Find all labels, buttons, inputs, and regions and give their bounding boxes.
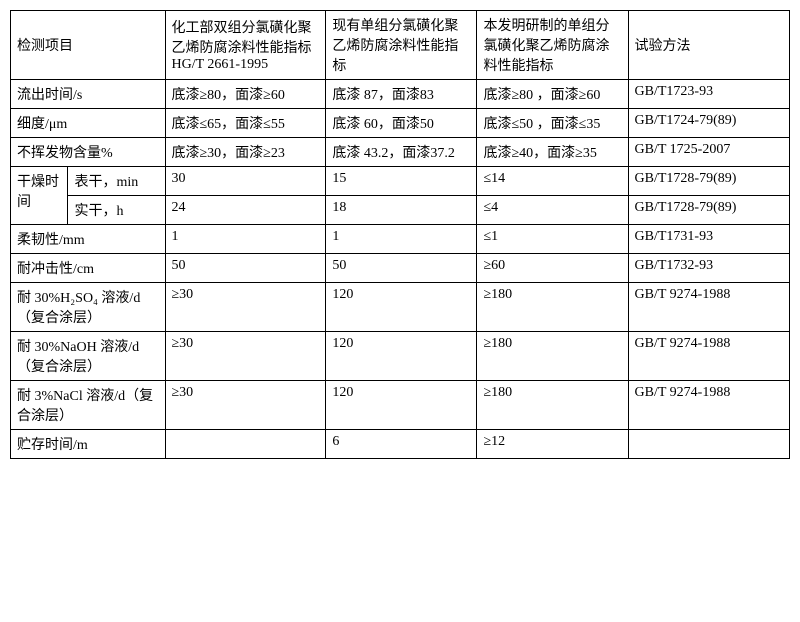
cell-method: GB/T1728-79(89) (628, 196, 789, 225)
cell-value: 底漆≥30，面漆≥23 (165, 138, 326, 167)
cell-hard-dry: 实干，h (68, 196, 165, 225)
cell-value: 底漆≤50 ，面漆≤35 (477, 109, 628, 138)
cell-method: GB/T1732-93 (628, 254, 789, 283)
cell-method: GB/T1728-79(89) (628, 167, 789, 196)
cell-method: GB/T 9274-1988 (628, 283, 789, 332)
table-row: 贮存时间/m 6 ≥12 (11, 430, 790, 459)
cell-value: 24 (165, 196, 326, 225)
cell-value: 底漆≤65，面漆≤55 (165, 109, 326, 138)
cell-surface-dry: 表干，min (68, 167, 165, 196)
cell-method: GB/T1724-79(89) (628, 109, 789, 138)
cell-value: ≥180 (477, 332, 628, 381)
cell-value: 1 (326, 225, 477, 254)
cell-method: GB/T 9274-1988 (628, 332, 789, 381)
cell-value: ≥30 (165, 283, 326, 332)
cell-value: 底漆 43.2，面漆37.2 (326, 138, 477, 167)
properties-table: 检测项目 化工部双组分氯磺化聚乙烯防腐涂料性能指标 HG/T 2661-1995… (10, 10, 790, 459)
cell-value: 底漆≥80 ，面漆≥60 (477, 80, 628, 109)
cell-item: 耐 3%NaCl 溶液/d（复合涂层） (11, 381, 166, 430)
table-row: 实干，h 24 18 ≤4 GB/T1728-79(89) (11, 196, 790, 225)
cell-value: ≥60 (477, 254, 628, 283)
cell-value: 底漆≥80，面漆≥60 (165, 80, 326, 109)
header-item: 检测项目 (11, 11, 166, 80)
cell-value: ≥180 (477, 381, 628, 430)
cell-value: 底漆 87，面漆83 (326, 80, 477, 109)
cell-value: ≤4 (477, 196, 628, 225)
cell-item: 耐 30%H₂SO₄ 溶液/d（复合涂层） (11, 283, 166, 332)
cell-value: 1 (165, 225, 326, 254)
cell-value: 120 (326, 381, 477, 430)
cell-value: 18 (326, 196, 477, 225)
header-standard-hgt: 化工部双组分氯磺化聚乙烯防腐涂料性能指标 HG/T 2661-1995 (165, 11, 326, 80)
table-row: 干燥时间 表干，min 30 15 ≤14 GB/T1728-79(89) (11, 167, 790, 196)
cell-method (628, 430, 789, 459)
table-row: 流出时间/s 底漆≥80，面漆≥60 底漆 87，面漆83 底漆≥80 ，面漆≥… (11, 80, 790, 109)
cell-value: ≥30 (165, 381, 326, 430)
cell-value: ≥30 (165, 332, 326, 381)
cell-drying-time: 干燥时间 (11, 167, 68, 225)
cell-value: 30 (165, 167, 326, 196)
cell-item: 耐 30%NaOH 溶液/d（复合涂层） (11, 332, 166, 381)
cell-item: 柔韧性/mm (11, 225, 166, 254)
table-row: 耐冲击性/cm 50 50 ≥60 GB/T1732-93 (11, 254, 790, 283)
cell-value: 6 (326, 430, 477, 459)
cell-item: 贮存时间/m (11, 430, 166, 459)
cell-value (165, 430, 326, 459)
cell-method: GB/T1723-93 (628, 80, 789, 109)
cell-value: ≤14 (477, 167, 628, 196)
cell-value: 50 (326, 254, 477, 283)
table-row: 柔韧性/mm 1 1 ≤1 GB/T1731-93 (11, 225, 790, 254)
cell-item: 流出时间/s (11, 80, 166, 109)
cell-value: ≤1 (477, 225, 628, 254)
cell-item: 不挥发物含量% (11, 138, 166, 167)
header-test-method: 试验方法 (628, 11, 789, 80)
cell-value: 120 (326, 332, 477, 381)
cell-value: ≥12 (477, 430, 628, 459)
header-invention-single: 本发明研制的单组分氯磺化聚乙烯防腐涂料性能指标 (477, 11, 628, 80)
cell-method: GB/T 9274-1988 (628, 381, 789, 430)
cell-value: 底漆 60，面漆50 (326, 109, 477, 138)
cell-item: 细度/μm (11, 109, 166, 138)
cell-value: 底漆≥40，面漆≥35 (477, 138, 628, 167)
cell-value: 120 (326, 283, 477, 332)
cell-value: ≥180 (477, 283, 628, 332)
cell-method: GB/T 1725-2007 (628, 138, 789, 167)
table-row: 耐 30%NaOH 溶液/d（复合涂层） ≥30 120 ≥180 GB/T 9… (11, 332, 790, 381)
table-row: 不挥发物含量% 底漆≥30，面漆≥23 底漆 43.2，面漆37.2 底漆≥40… (11, 138, 790, 167)
table-row: 细度/μm 底漆≤65，面漆≤55 底漆 60，面漆50 底漆≤50 ，面漆≤3… (11, 109, 790, 138)
cell-method: GB/T1731-93 (628, 225, 789, 254)
cell-value: 50 (165, 254, 326, 283)
cell-value: 15 (326, 167, 477, 196)
table-row: 耐 30%H₂SO₄ 溶液/d（复合涂层） ≥30 120 ≥180 GB/T … (11, 283, 790, 332)
header-existing-single: 现有单组分氯磺化聚乙烯防腐涂料性能指标 (326, 11, 477, 80)
table-row: 耐 3%NaCl 溶液/d（复合涂层） ≥30 120 ≥180 GB/T 92… (11, 381, 790, 430)
table-header-row: 检测项目 化工部双组分氯磺化聚乙烯防腐涂料性能指标 HG/T 2661-1995… (11, 11, 790, 80)
cell-item: 耐冲击性/cm (11, 254, 166, 283)
